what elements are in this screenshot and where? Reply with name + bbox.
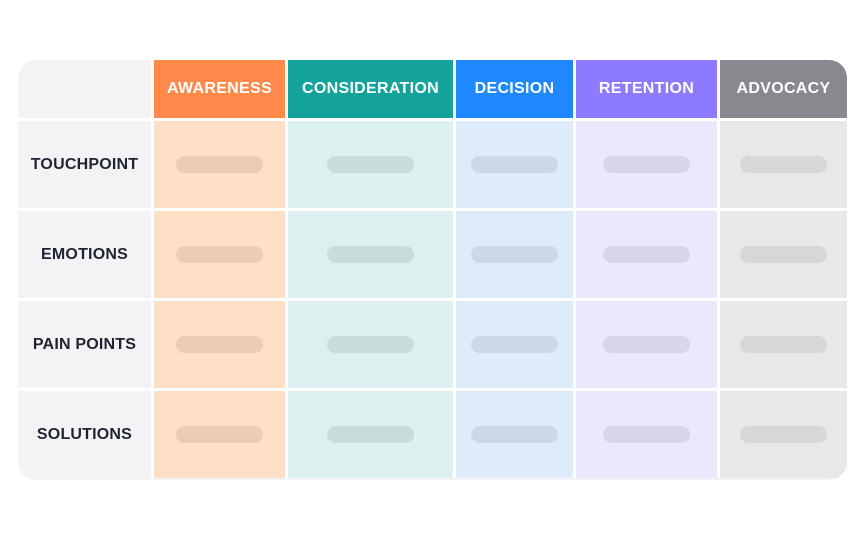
placeholder-pill bbox=[327, 426, 414, 443]
placeholder-pill bbox=[603, 246, 690, 263]
placeholder-pill bbox=[740, 156, 827, 173]
stage-header-consideration: CONSIDERATION bbox=[285, 60, 453, 118]
row-label-emotions: EMOTIONS bbox=[18, 208, 151, 298]
map-cell bbox=[151, 388, 285, 478]
placeholder-pill bbox=[603, 336, 690, 353]
placeholder-pill bbox=[603, 156, 690, 173]
stage-header-advocacy: ADVOCACY bbox=[717, 60, 847, 118]
map-cell bbox=[285, 208, 453, 298]
stage-header-awareness: AWARENESS bbox=[151, 60, 285, 118]
map-cell bbox=[453, 208, 573, 298]
map-cell bbox=[573, 298, 717, 388]
journey-map-board: AWARENESS CONSIDERATION DECISION RETENTI… bbox=[18, 60, 847, 480]
map-cell bbox=[151, 298, 285, 388]
placeholder-pill bbox=[471, 246, 558, 263]
map-cell bbox=[717, 388, 847, 478]
placeholder-pill bbox=[176, 156, 263, 173]
placeholder-pill bbox=[740, 246, 827, 263]
map-cell bbox=[717, 298, 847, 388]
placeholder-pill bbox=[471, 156, 558, 173]
placeholder-pill bbox=[603, 426, 690, 443]
placeholder-pill bbox=[176, 336, 263, 353]
map-cell bbox=[285, 298, 453, 388]
placeholder-pill bbox=[327, 336, 414, 353]
map-cell bbox=[717, 208, 847, 298]
map-cell bbox=[573, 208, 717, 298]
placeholder-pill bbox=[471, 426, 558, 443]
corner-cell bbox=[18, 60, 151, 118]
placeholder-pill bbox=[327, 156, 414, 173]
map-cell bbox=[453, 118, 573, 208]
map-cell bbox=[285, 118, 453, 208]
placeholder-pill bbox=[471, 336, 558, 353]
map-cell bbox=[453, 298, 573, 388]
row-label-touchpoint: TOUCHPOINT bbox=[18, 118, 151, 208]
map-cell bbox=[573, 118, 717, 208]
placeholder-pill bbox=[740, 336, 827, 353]
stage-header-decision: DECISION bbox=[453, 60, 573, 118]
map-cell bbox=[151, 208, 285, 298]
row-label-pain-points: PAIN POINTS bbox=[18, 298, 151, 388]
map-cell bbox=[151, 118, 285, 208]
placeholder-pill bbox=[176, 246, 263, 263]
map-cell bbox=[453, 388, 573, 478]
map-cell bbox=[285, 388, 453, 478]
placeholder-pill bbox=[327, 246, 414, 263]
stage-header-retention: RETENTION bbox=[573, 60, 717, 118]
journey-map-grid: AWARENESS CONSIDERATION DECISION RETENTI… bbox=[18, 60, 847, 480]
placeholder-pill bbox=[176, 426, 263, 443]
row-label-solutions: SOLUTIONS bbox=[18, 388, 151, 478]
placeholder-pill bbox=[740, 426, 827, 443]
map-cell bbox=[573, 388, 717, 478]
map-cell bbox=[717, 118, 847, 208]
